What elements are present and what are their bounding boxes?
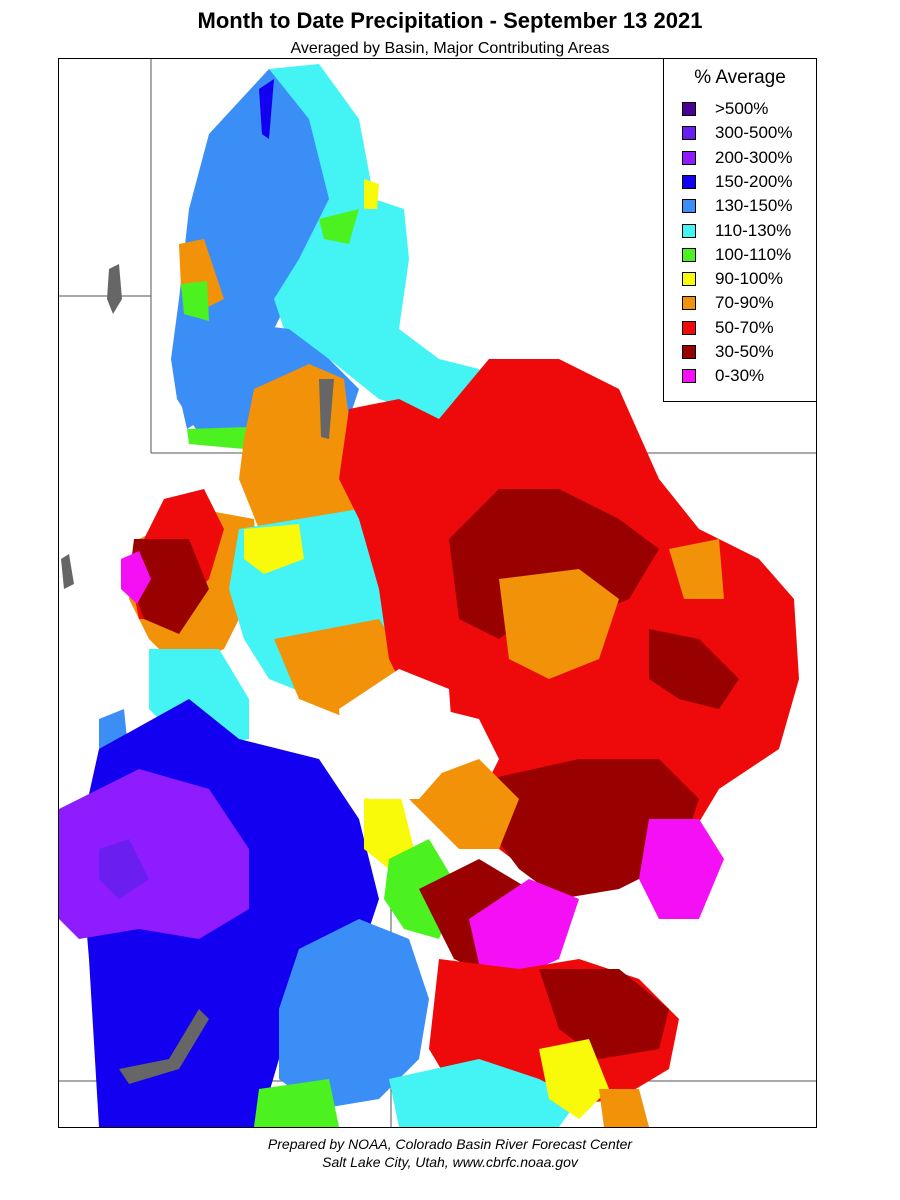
legend-swatch bbox=[682, 320, 696, 335]
basin-0-30-east bbox=[639, 819, 724, 919]
basin-30-50-east-mid bbox=[649, 629, 739, 709]
basin-110-130-upper bbox=[269, 64, 499, 419]
basin-100-110-south bbox=[187, 427, 249, 449]
legend-swatch bbox=[682, 272, 696, 287]
legend-swatch bbox=[682, 345, 696, 359]
legend-item: 100-110% bbox=[682, 245, 791, 265]
legend-item: 300-500% bbox=[682, 123, 793, 143]
legend-swatch bbox=[682, 369, 696, 384]
legend-label: 0-30% bbox=[715, 366, 765, 386]
legend-label: 130-150% bbox=[715, 196, 793, 216]
legend-swatch bbox=[682, 199, 696, 214]
basin-70-90-south-east-edge bbox=[599, 1089, 649, 1127]
legend-label: 50-70% bbox=[715, 317, 774, 337]
legend: % Average >500% 300-500% 200-300% 150-200% 1… bbox=[663, 58, 817, 402]
map-subtitle: Averaged by Basin, Major Contributing Ar… bbox=[290, 40, 610, 57]
legend-item: 150-200% bbox=[682, 172, 793, 192]
basin-70-90-central bbox=[239, 364, 369, 559]
basin-70-90-east-mid bbox=[499, 569, 619, 679]
basin-100-110-south-west bbox=[254, 1079, 339, 1127]
legend-item: 70-90% bbox=[682, 293, 774, 313]
credit-line-2: Salt Lake City, Utah, www.cbrfc.noaa.gov bbox=[322, 1154, 578, 1170]
basin-90-100-south-east bbox=[539, 1039, 609, 1119]
legend-swatch bbox=[682, 102, 696, 116]
basin-200-300-south bbox=[59, 769, 249, 939]
basin-90-100-central bbox=[244, 524, 304, 574]
credit-line-1: Prepared by NOAA, Colorado Basin River F… bbox=[267, 1136, 633, 1152]
legend-label: 200-300% bbox=[715, 147, 793, 167]
legend-item: 30-50% bbox=[682, 342, 774, 362]
legend-item: 110-130% bbox=[682, 221, 791, 241]
legend-swatch bbox=[682, 174, 696, 189]
basin-130-150-south bbox=[279, 919, 429, 1109]
legend-item: 50-70% bbox=[682, 318, 774, 338]
basin-150-200-small bbox=[259, 79, 274, 139]
basin-110-130-south-east bbox=[389, 1059, 579, 1127]
legend-swatch bbox=[682, 126, 696, 141]
legend-label: 300-500% bbox=[715, 123, 793, 143]
legend-swatch bbox=[682, 150, 696, 165]
basin-90-100-south bbox=[364, 789, 414, 869]
legend-label: 90-100% bbox=[715, 269, 784, 289]
basin-0-30-west bbox=[121, 551, 151, 604]
legend-swatch bbox=[682, 296, 696, 311]
legend-label: 70-90% bbox=[715, 293, 774, 313]
lake-shapes bbox=[61, 264, 334, 1084]
legend-swatch bbox=[682, 223, 696, 238]
basin-30-50-west bbox=[129, 539, 209, 634]
legend-label: 110-130% bbox=[715, 220, 792, 240]
legend-title: % Average bbox=[694, 67, 786, 88]
basin-map-svg bbox=[59, 59, 816, 1127]
legend-swatch bbox=[682, 247, 696, 262]
basin-70-90-east-edge bbox=[669, 539, 724, 599]
legend-label: >500% bbox=[715, 99, 769, 118]
no-data-region bbox=[339, 669, 454, 799]
legend-item: 90-100% bbox=[682, 269, 783, 289]
legend-label: 30-50% bbox=[715, 342, 774, 361]
legend-label: 150-200% bbox=[715, 171, 793, 191]
basin-30-50-south-east bbox=[539, 969, 669, 1059]
legend-item: 0-30% bbox=[682, 366, 764, 386]
legend-label: 100-110% bbox=[715, 244, 792, 264]
legend-item: >500% bbox=[682, 99, 768, 119]
basin-300-500-south bbox=[99, 839, 149, 899]
basin-0-30-south-central bbox=[469, 879, 579, 979]
basin-100-110-west bbox=[181, 281, 209, 321]
legend-item: 200-300% bbox=[682, 148, 793, 168]
basin-90-100-upper bbox=[364, 179, 379, 209]
legend-item: 130-150% bbox=[682, 196, 793, 216]
map-title: Month to Date Precipitation - September … bbox=[197, 8, 703, 33]
basin-100-110-upper bbox=[319, 209, 359, 244]
